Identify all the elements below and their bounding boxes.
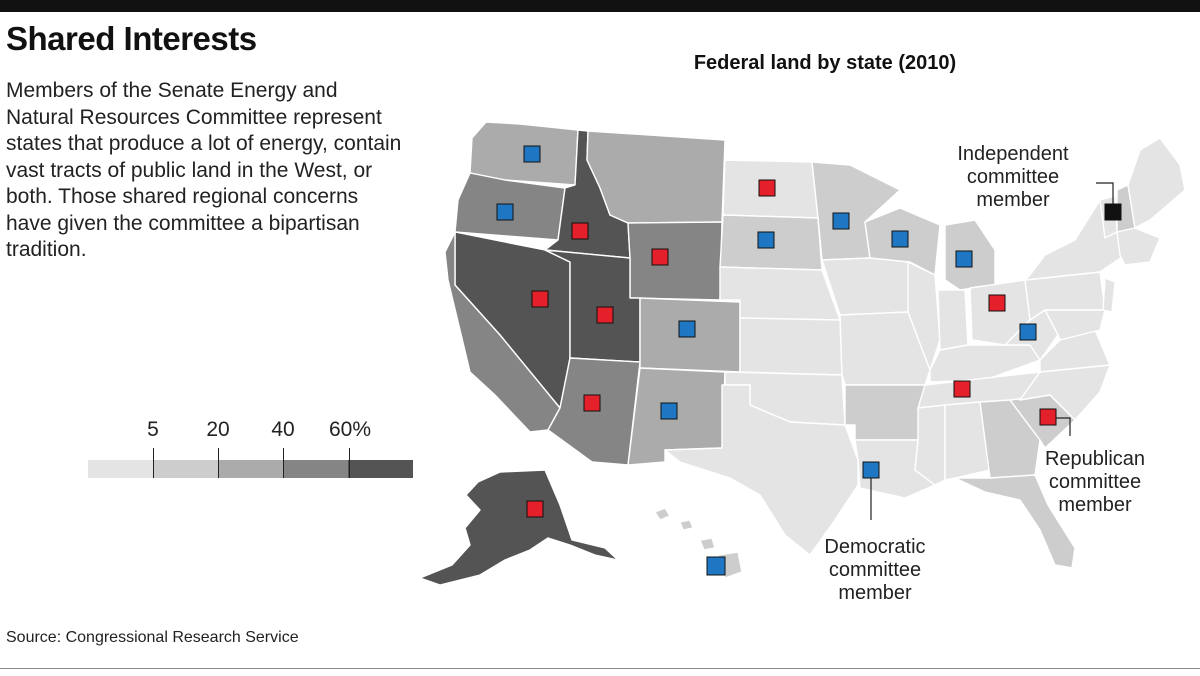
state-new-jersey — [1102, 277, 1116, 313]
legend-swatch — [283, 460, 348, 478]
annotation-line: member — [1058, 494, 1132, 516]
legend-tick-label: 20 — [206, 418, 230, 441]
legend-swatch — [153, 460, 218, 478]
bottom-rule — [0, 668, 1200, 669]
state-indiana — [937, 289, 969, 351]
headline: Shared Interests — [6, 20, 257, 57]
marker-washington — [523, 145, 541, 163]
marker-nevada — [531, 290, 549, 308]
state-mississippi — [914, 404, 946, 486]
legend-tick-label: 5 — [147, 418, 159, 441]
marker-south-dakota — [757, 231, 775, 249]
state-wyoming — [627, 221, 723, 301]
marker-south-carolina — [1039, 408, 1057, 426]
marker-wyoming — [651, 248, 669, 266]
legend-tick — [153, 448, 154, 478]
legend-tick — [283, 448, 284, 478]
map-title: Federal land by state (2010) — [693, 52, 957, 74]
state-florida — [954, 474, 1076, 569]
annotation-line: committee — [828, 559, 922, 581]
republican-leader-line — [1052, 417, 1071, 436]
independent-annotation: Independent committee member — [938, 143, 1088, 212]
legend-swatch — [348, 460, 413, 478]
state-illinois — [907, 261, 941, 371]
marker-hawaii — [706, 556, 726, 576]
legend-swatch — [218, 460, 283, 478]
marker-louisiana — [862, 461, 880, 479]
legend-tick-label: 60% — [328, 418, 372, 441]
marker-ohio — [988, 294, 1006, 312]
annotation-line: member — [838, 582, 912, 604]
annotation-line: Independent — [957, 143, 1069, 165]
legend-swatch — [88, 460, 153, 478]
source-note: Source: Congressional Research Service — [6, 629, 299, 646]
state-california — [444, 231, 561, 433]
legend-tick — [349, 448, 350, 478]
marker-colorado — [678, 320, 696, 338]
marker-tennessee — [953, 380, 971, 398]
marker-vermont — [1104, 203, 1122, 221]
marker-new-mexico — [660, 402, 678, 420]
marker-north-dakota — [758, 179, 776, 197]
independent-leader-line — [1096, 182, 1114, 206]
marker-wisconsin — [891, 230, 909, 248]
top-rule — [0, 0, 1200, 12]
state-alabama — [944, 401, 991, 481]
democratic-annotation: Democratic committee member — [800, 536, 950, 605]
legend-tick — [218, 448, 219, 478]
legend: 5 20 40 60% — [88, 418, 418, 488]
marker-michigan — [955, 250, 973, 268]
legend-tick-label: 40 — [271, 418, 295, 441]
state-arkansas — [844, 384, 926, 441]
state-texas — [664, 384, 859, 556]
state-maryland — [1044, 309, 1106, 341]
republican-annotation: Republican committee member — [1025, 448, 1165, 517]
dek-text: Members of the Senate Energy and Natural… — [6, 79, 402, 261]
us-map — [419, 121, 1186, 586]
state-alaska — [419, 469, 619, 586]
marker-arizona — [583, 394, 601, 412]
state-georgia — [979, 399, 1041, 479]
annotation-line: Democratic — [824, 536, 926, 558]
marker-west-virginia — [1019, 323, 1037, 341]
annotation-line: member — [976, 189, 1050, 211]
state-southern-new-england — [1116, 227, 1161, 266]
marker-idaho — [571, 222, 589, 240]
marker-minnesota — [832, 212, 850, 230]
marker-utah — [596, 306, 614, 324]
state-kansas — [739, 317, 843, 376]
annotation-line: committee — [1048, 471, 1142, 493]
annotation-line: committee — [966, 166, 1060, 188]
marker-alaska — [526, 500, 544, 518]
state-maine — [1127, 137, 1186, 229]
marker-oregon — [496, 203, 514, 221]
state-hawaii — [654, 507, 743, 579]
state-virginia — [1039, 329, 1111, 373]
annotation-line: Republican — [1044, 448, 1146, 470]
legend-color-bar — [88, 460, 413, 478]
state-montana — [586, 130, 726, 224]
